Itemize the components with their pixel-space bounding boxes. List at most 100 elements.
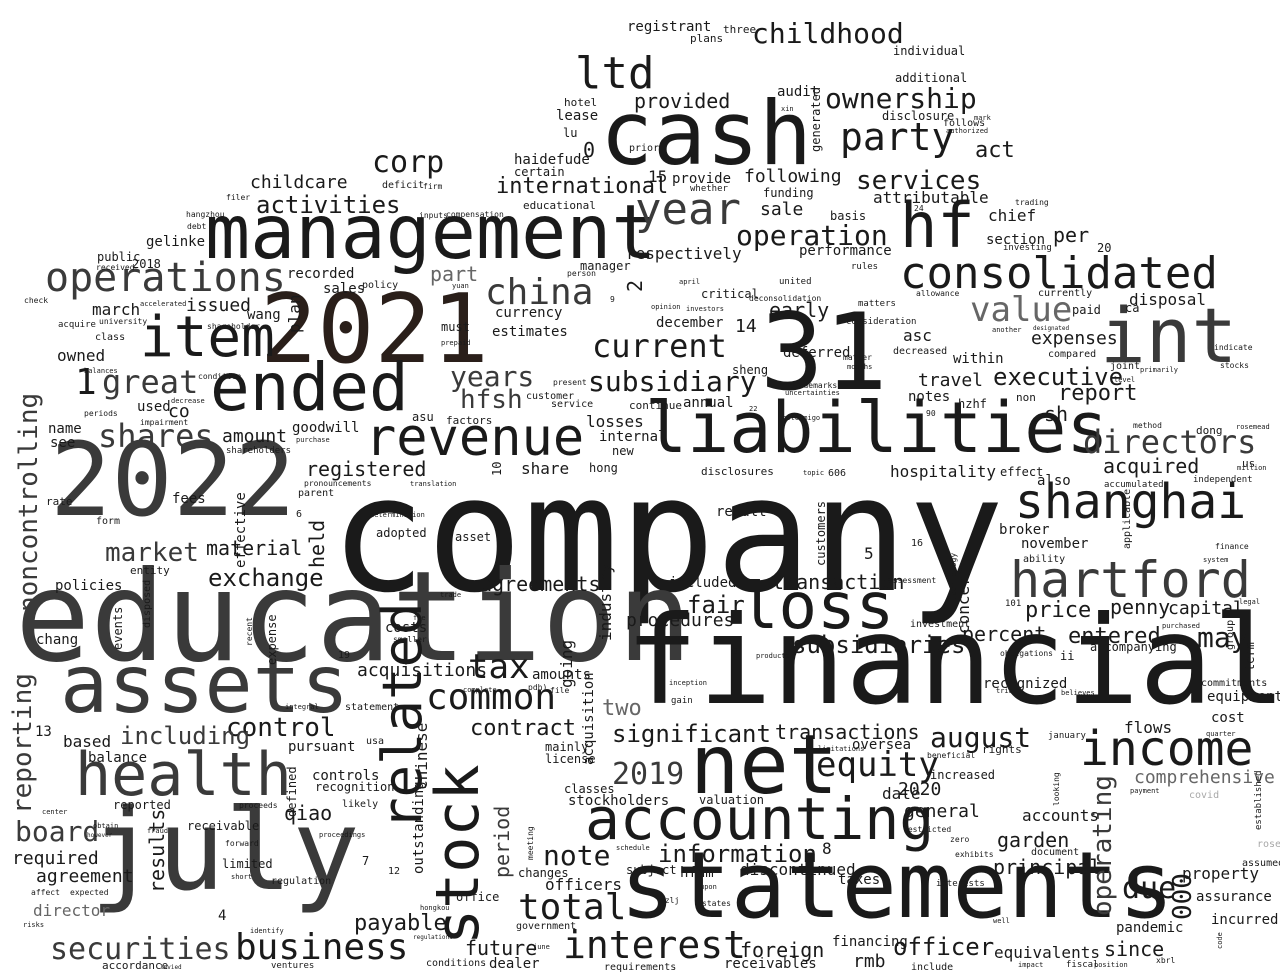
word-control: control [226, 713, 336, 743]
word-non: non [1016, 391, 1036, 404]
word-n10: 10 [490, 461, 504, 476]
word-follows: follows [943, 118, 986, 129]
word-hongkou: hongkou [420, 904, 450, 912]
word-travel: travel [918, 370, 984, 391]
word-broker: broker [999, 522, 1050, 538]
word-yuan: yuan [452, 282, 469, 290]
word-haidefude: haidefude [514, 152, 590, 168]
word-applicable: applicable [1122, 488, 1133, 549]
word-assumed: assumed [1242, 858, 1280, 869]
word-manager: manager [580, 259, 631, 273]
word-subsidiaries: subsidiaries [792, 631, 966, 659]
word-pdh: pdh) [528, 683, 548, 692]
word-certain: certain [514, 165, 565, 179]
word-decreased: decreased [893, 346, 948, 357]
word-investors: investors [686, 305, 724, 313]
word-impairment: impairment [140, 418, 189, 427]
word-ltd: ltd [575, 48, 655, 99]
word-asc: asc [903, 326, 932, 345]
word-penny: penny [1110, 595, 1171, 619]
word-interest: interest [563, 923, 747, 967]
word-ended: ended [210, 349, 409, 426]
word-n6: 6 [296, 509, 303, 520]
word-service: service [551, 399, 594, 410]
word-chief: chief [988, 206, 1037, 225]
word-services: services [856, 166, 982, 196]
word-december: december [656, 315, 724, 331]
word-hf: hf [900, 189, 975, 262]
word-fiscal: fiscal [1066, 960, 1099, 970]
word-assessment: assessment [888, 576, 937, 585]
word-april: april [679, 278, 701, 286]
word-receivables: receivables [724, 956, 817, 972]
word-november: november [1021, 536, 1089, 552]
word-n4: 4 [218, 908, 227, 924]
word-n15: 15 [648, 167, 668, 186]
word-shanghai: shanghai [1015, 474, 1247, 530]
word-may: may [1197, 621, 1248, 654]
word-interests: interests [936, 879, 985, 889]
word-equity: equity [816, 745, 939, 785]
word-reported: reported [113, 798, 171, 812]
word-note: note [543, 839, 611, 872]
word-topic: topic [803, 469, 825, 477]
word-future: future [465, 936, 538, 960]
word-conditions: conditions [426, 958, 487, 969]
word-value: value [970, 290, 1073, 330]
word-fees: fees [172, 491, 206, 507]
word-august: august [930, 721, 1032, 754]
word-registrant: registrant [627, 19, 712, 35]
word-ventures: ventures [271, 961, 315, 971]
word-effective: effective [233, 492, 249, 568]
word-n2: 2 [623, 279, 647, 292]
word-n12: 12 [388, 866, 401, 877]
word-also: also [1037, 473, 1071, 489]
word-liabilities: liabilities [645, 387, 1109, 469]
word-hotel: hotel [564, 96, 598, 109]
word-health: health [75, 740, 292, 810]
word-shareholders: shareholders [226, 446, 292, 456]
word-income: income [1080, 721, 1254, 777]
word-industry: industry [596, 563, 615, 641]
word-person: person [567, 269, 596, 278]
word-currency: currency [495, 305, 563, 321]
word-director: director [33, 901, 111, 920]
word-sale: sale [760, 199, 804, 220]
word-activities: activities [256, 191, 401, 219]
word-united: united [779, 277, 812, 287]
word-mainly: mainly [545, 740, 589, 754]
word-provided: provided [634, 89, 731, 113]
word-authorized: authorized [946, 127, 989, 135]
word-accumulated: accumulated [1104, 480, 1164, 490]
word-amounts: amounts [532, 667, 592, 683]
word-fair: fair [687, 591, 745, 619]
word-beneficial: beneficial [927, 751, 976, 760]
word-adopted: adopted [376, 526, 427, 540]
word-dealer: dealer [489, 956, 540, 972]
word-acquired: acquired [1103, 454, 1200, 478]
word-incurred: incurred [1211, 912, 1279, 928]
word-quarter: quarter [1206, 730, 1236, 738]
word-rules: rules [851, 262, 879, 272]
word-independent: independent [1193, 475, 1253, 485]
word-agreements: agreements [480, 572, 601, 596]
word-restricted: restricted [903, 825, 952, 834]
word-center: center [42, 808, 68, 816]
word-million: million [1237, 464, 1267, 472]
word-capital: capital [1168, 598, 1244, 619]
word-n606: 606 [828, 468, 847, 479]
word-childcare: childcare [250, 172, 348, 193]
word-continue: continue [629, 399, 682, 412]
word-shares: shares [98, 417, 214, 455]
word-investment: investment [910, 619, 971, 630]
word-xbrl: xbrl [1156, 956, 1176, 965]
word-expected: expected [70, 888, 109, 897]
word-compensation: compensation [446, 210, 504, 219]
word-deferred: deferred [783, 345, 851, 361]
word-regulation: regulation [271, 876, 332, 887]
word-included: included [669, 575, 737, 591]
word-based: based [63, 732, 112, 751]
word-cash: cash [600, 82, 812, 185]
word-plans: plans [690, 32, 724, 45]
word-ooo: 000 [1168, 873, 1198, 920]
